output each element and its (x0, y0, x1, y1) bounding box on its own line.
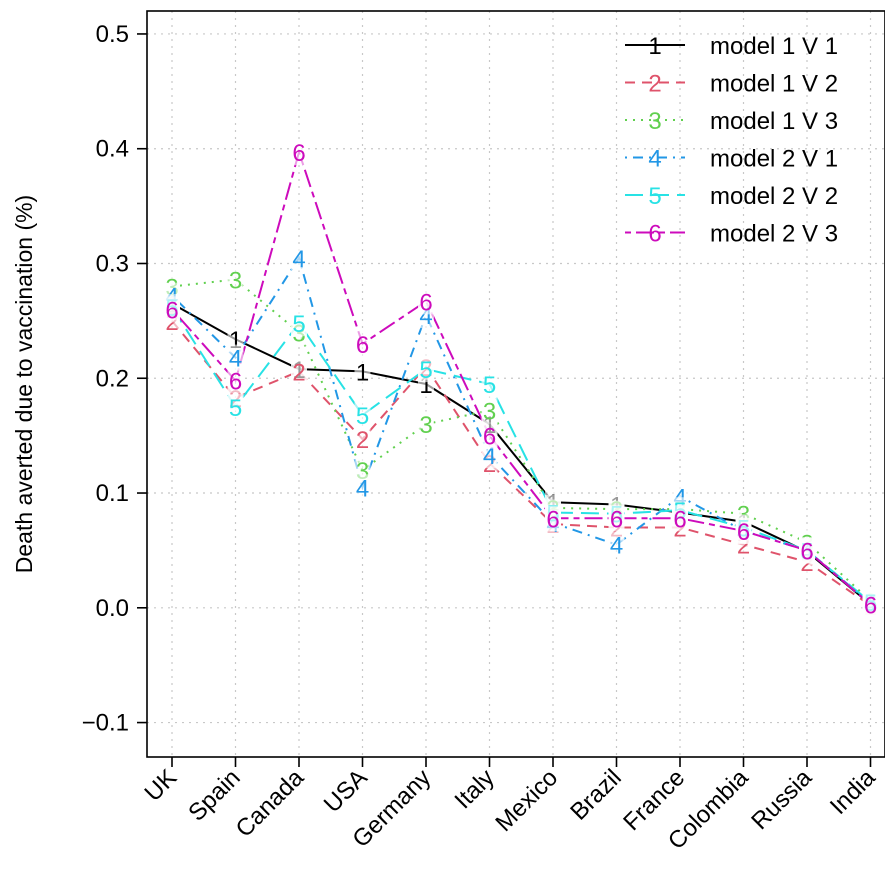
data-point-series-6: 6 (165, 297, 178, 324)
legend-label: model 1 V 2 (710, 71, 838, 98)
series-marks: 1111111111112222222222223333333333334444… (164, 139, 879, 621)
y-tick-label: 0.2 (96, 365, 129, 392)
series-line-6 (171, 148, 872, 606)
legend-marker: 2 (648, 71, 661, 98)
x-tick-label: Italy (450, 764, 500, 814)
x-tick-label: USA (319, 764, 373, 818)
data-point-series-2: 2 (356, 427, 369, 454)
y-axis-title: Death averted due to vaccination (%) (11, 195, 37, 573)
mark-backdrop (481, 397, 498, 424)
mark-backdrop (481, 371, 498, 397)
data-point-series-5: 5 (292, 311, 305, 338)
mark-backdrop (354, 426, 371, 453)
mark-backdrop (227, 266, 244, 293)
mark-backdrop (291, 244, 307, 271)
mark-backdrop (227, 344, 244, 371)
data-point-series-6: 6 (419, 289, 432, 316)
data-point-series-5: 5 (229, 395, 242, 422)
x-tick-label: UK (140, 764, 183, 807)
data-point-series-5: 5 (483, 372, 496, 399)
y-tick-label: 0.5 (96, 21, 129, 48)
data-point-series-1: 1 (356, 359, 369, 386)
data-point-series-4: 4 (483, 443, 496, 470)
legend-label: model 2 V 1 (710, 146, 838, 173)
mark-backdrop (291, 310, 307, 337)
data-point-series-6: 6 (483, 424, 496, 451)
mark-backdrop (227, 367, 244, 394)
x-tick-label: India (825, 764, 881, 820)
mark-backdrop (545, 505, 561, 532)
mark-backdrop (418, 288, 434, 315)
plot-frame (146, 10, 885, 758)
mark-backdrop (354, 401, 371, 428)
mark-backdrop (418, 411, 434, 438)
data-point-series-6: 6 (610, 506, 623, 533)
mark-backdrop (862, 591, 879, 618)
y-tick-label: −0.1 (82, 710, 129, 737)
mark-backdrop (354, 330, 371, 357)
mark-backdrop (799, 537, 815, 564)
x-tick-label: Canada (231, 764, 310, 843)
mark-backdrop (291, 358, 307, 385)
y-tick-label: 0.0 (96, 595, 129, 622)
data-point-series-4: 4 (610, 533, 623, 560)
data-point-series-5: 5 (356, 403, 369, 430)
mark-backdrop (164, 296, 180, 323)
series-line-3 (171, 278, 872, 602)
series-lines (171, 148, 872, 607)
data-point-series-2: 2 (292, 359, 305, 386)
data-point-series-6: 6 (800, 538, 813, 565)
x-tick-label: Mexico (490, 764, 563, 837)
mark-backdrop (735, 517, 752, 544)
series-line-2 (171, 320, 872, 607)
data-point-series-4: 4 (229, 346, 242, 373)
legend-marker: 3 (648, 108, 661, 135)
data-point-series-6: 6 (673, 506, 686, 533)
data-point-series-5: 5 (419, 357, 432, 384)
legend-label: model 1 V 3 (710, 108, 838, 135)
legend-label: model 1 V 1 (710, 33, 838, 60)
mark-backdrop (354, 358, 371, 385)
mark-backdrop (418, 356, 434, 383)
y-axis: −0.1 0.0 0.1 0.2 0.3 0.4 0.5 (82, 21, 147, 737)
series-line-1 (171, 302, 872, 606)
x-tick-label: Russia (746, 764, 817, 835)
data-point-series-6: 6 (737, 519, 750, 546)
data-point-series-6: 6 (546, 506, 559, 533)
legend-marker: 1 (648, 33, 661, 60)
y-tick-label: 0.4 (96, 136, 129, 163)
legend: 1 model 1 V 1 2 model 1 V 2 3 model 1 V 3 4 mod… (625, 33, 838, 248)
data-point-series-6: 6 (864, 592, 877, 619)
y-tick-label: 0.3 (96, 250, 129, 277)
data-point-series-4: 4 (292, 246, 305, 273)
mark-backdrop (354, 474, 371, 501)
mark-backdrop (481, 422, 498, 449)
mark-backdrop (608, 531, 625, 558)
series-line-5 (171, 306, 872, 603)
data-point-series-3: 3 (229, 268, 242, 295)
legend-marker: 6 (648, 221, 661, 248)
data-point-series-4: 4 (356, 475, 369, 502)
data-point-series-3: 3 (419, 412, 432, 439)
mark-backdrop (608, 505, 625, 532)
legend-marker: 5 (648, 183, 661, 210)
y-tick-label: 0.1 (96, 480, 129, 507)
data-point-series-6: 6 (292, 140, 305, 167)
data-point-series-6: 6 (229, 369, 242, 396)
mark-backdrop (291, 139, 307, 166)
legend-label: model 2 V 3 (710, 221, 838, 248)
legend-marker: 4 (648, 146, 661, 173)
legend-label: model 2 V 2 (710, 183, 838, 210)
series-line-4 (171, 255, 872, 604)
mark-backdrop (672, 505, 688, 532)
mark-backdrop (481, 442, 498, 469)
mark-backdrop (227, 393, 244, 420)
data-point-series-3: 3 (483, 398, 496, 425)
data-point-series-6: 6 (356, 332, 369, 359)
